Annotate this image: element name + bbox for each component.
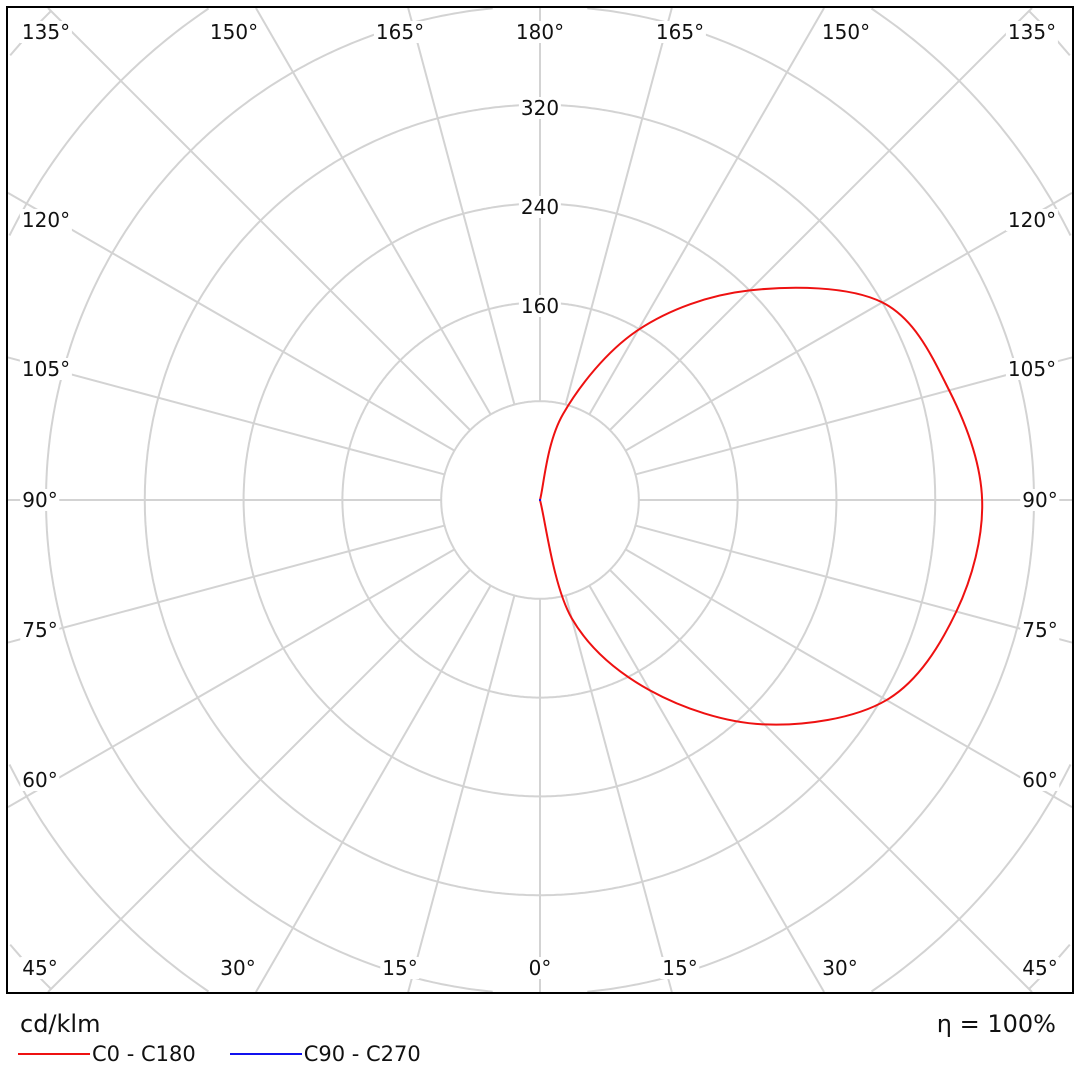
grid-spoke [7, 524, 445, 644]
angle-label: 75° [20, 618, 60, 642]
legend-label: C0 - C180 [92, 1042, 196, 1066]
grid-spoke [635, 524, 1073, 644]
grid-spoke [407, 7, 516, 405]
grid-spoke [609, 569, 1033, 993]
angle-label: 105° [19, 357, 73, 381]
angle-label: 150° [207, 20, 261, 44]
plot-frame [6, 6, 1074, 994]
angle-label: 165° [653, 20, 707, 44]
legend-label: C90 - C270 [303, 1042, 421, 1066]
angle-label: 135° [19, 20, 73, 44]
grid [7, 7, 1073, 993]
efficiency-label: η = 100% [936, 1010, 1056, 1038]
angle-label: 150° [819, 20, 873, 44]
ring-label: 320 [518, 96, 562, 120]
grid-spoke [255, 7, 492, 415]
angle-label: 90° [20, 488, 60, 512]
series-curve-0 [539, 286, 984, 726]
angle-label: 120° [1005, 208, 1059, 232]
angle-label: 15° [660, 956, 700, 980]
angle-label: 0° [526, 956, 554, 980]
angle-label: 135° [1005, 20, 1059, 44]
ring-label: 160 [518, 294, 562, 318]
angle-label: 45° [20, 956, 60, 980]
grid-spoke [47, 569, 471, 993]
grid-spoke [564, 7, 673, 405]
grid-spoke [625, 548, 1073, 809]
angle-label: 165° [373, 20, 427, 44]
curves [539, 286, 984, 726]
grid-spoke [7, 356, 445, 476]
grid-spoke [625, 191, 1073, 452]
angle-label: 90° [1020, 488, 1060, 512]
angle-label: 45° [1020, 956, 1060, 980]
angle-label: 60° [1020, 768, 1060, 792]
angle-label: 60° [20, 768, 60, 792]
grid-spoke [255, 585, 492, 993]
grid-spoke [609, 7, 1033, 431]
legend-item-c0-c180: C0 - C180 [18, 1042, 196, 1066]
grid-spoke [407, 595, 516, 993]
legend-swatch [229, 1053, 302, 1055]
angle-label: 75° [1020, 618, 1060, 642]
legend: C0 - C180 C90 - C270 [18, 1042, 455, 1066]
grid-spoke [7, 191, 455, 452]
angle-label: 120° [19, 208, 73, 232]
grid-spoke [564, 595, 673, 993]
angle-label: 30° [820, 956, 860, 980]
angle-label: 105° [1005, 357, 1059, 381]
legend-item-c90-c270: C90 - C270 [229, 1042, 421, 1066]
grid-spoke [588, 585, 825, 993]
angle-label: 180° [513, 20, 567, 44]
grid-spoke [588, 7, 825, 415]
legend-swatch [18, 1053, 90, 1055]
grid-spoke [7, 548, 455, 809]
angle-label: 30° [218, 956, 258, 980]
ring-label: 240 [518, 195, 562, 219]
angle-label: 15° [380, 956, 420, 980]
unit-label: cd/klm [20, 1010, 101, 1038]
polar-chart [6, 6, 1074, 994]
grid-spoke [635, 356, 1073, 476]
grid-ring [8, 7, 1072, 993]
grid-spoke [47, 7, 471, 431]
